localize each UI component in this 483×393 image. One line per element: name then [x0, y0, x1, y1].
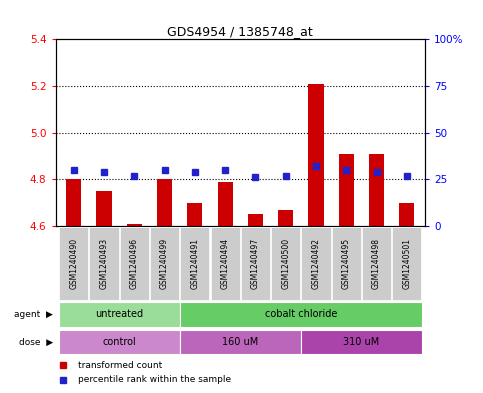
Bar — [332, 227, 361, 300]
Bar — [399, 203, 414, 226]
Bar — [369, 154, 384, 226]
Text: percentile rank within the sample: percentile rank within the sample — [78, 375, 231, 384]
Bar — [89, 227, 118, 300]
Text: dose  ▶: dose ▶ — [19, 338, 53, 346]
Bar — [180, 302, 422, 327]
Bar — [217, 182, 233, 226]
Bar — [66, 179, 81, 226]
Bar — [271, 227, 300, 300]
Bar — [120, 227, 149, 300]
Bar — [339, 154, 354, 226]
Bar — [211, 227, 240, 300]
Text: GSM1240493: GSM1240493 — [99, 238, 109, 289]
Bar — [241, 227, 270, 300]
Bar — [180, 329, 301, 354]
Text: GSM1240498: GSM1240498 — [372, 238, 381, 289]
Bar — [187, 203, 202, 226]
Bar — [59, 227, 88, 300]
Text: agent  ▶: agent ▶ — [14, 310, 53, 319]
Bar — [248, 214, 263, 226]
Text: transformed count: transformed count — [78, 360, 162, 369]
Text: 160 uM: 160 uM — [222, 337, 258, 347]
Bar — [362, 227, 391, 300]
Bar — [157, 179, 172, 226]
Bar — [58, 329, 180, 354]
Bar — [301, 329, 422, 354]
Text: 310 uM: 310 uM — [343, 337, 380, 347]
Text: GSM1240499: GSM1240499 — [160, 238, 169, 289]
Text: GSM1240494: GSM1240494 — [221, 238, 229, 289]
Text: GSM1240497: GSM1240497 — [251, 238, 260, 289]
Text: GSM1240500: GSM1240500 — [281, 238, 290, 289]
Text: GSM1240491: GSM1240491 — [190, 238, 199, 289]
Bar — [278, 209, 293, 226]
Text: GSM1240495: GSM1240495 — [342, 238, 351, 289]
Bar — [150, 227, 179, 300]
Bar — [392, 227, 421, 300]
Text: GSM1240496: GSM1240496 — [130, 238, 139, 289]
Bar — [301, 227, 330, 300]
Title: GDS4954 / 1385748_at: GDS4954 / 1385748_at — [168, 25, 313, 38]
Text: untreated: untreated — [95, 309, 143, 320]
Bar — [309, 84, 324, 226]
Text: cobalt chloride: cobalt chloride — [265, 309, 337, 320]
Text: control: control — [102, 337, 136, 347]
Text: GSM1240492: GSM1240492 — [312, 238, 321, 289]
Bar — [127, 224, 142, 226]
Bar — [97, 191, 112, 226]
Text: GSM1240501: GSM1240501 — [402, 238, 412, 289]
Bar — [58, 302, 180, 327]
Bar — [180, 227, 210, 300]
Text: GSM1240490: GSM1240490 — [69, 238, 78, 289]
